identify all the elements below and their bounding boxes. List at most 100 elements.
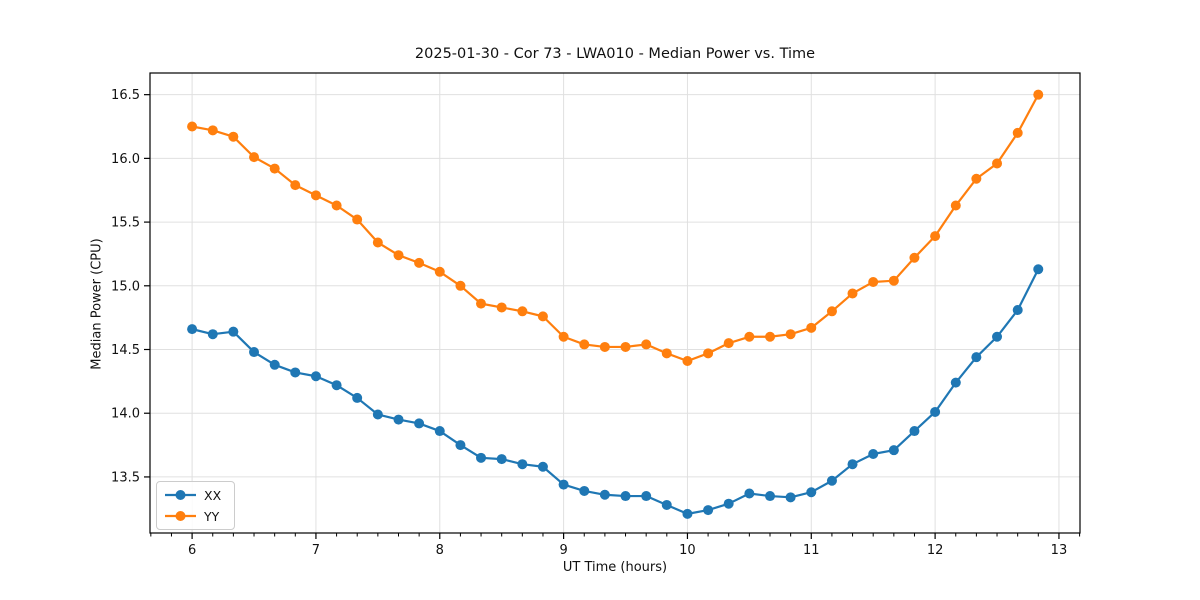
data-point-yy — [682, 355, 693, 366]
data-point-yy — [269, 163, 280, 174]
data-point-yy — [992, 158, 1003, 169]
data-point-yy — [1033, 89, 1044, 100]
y-axis-label: Median Power (CPU) — [89, 238, 105, 370]
data-point-yy — [703, 348, 714, 359]
y-tick-label: 14.0 — [111, 407, 140, 422]
x-tick-label: 10 — [679, 543, 696, 558]
data-point-yy — [414, 257, 425, 268]
data-point-yy — [228, 131, 239, 142]
data-point-yy — [331, 200, 342, 211]
data-point-yy — [434, 266, 445, 277]
data-point-xx — [1033, 264, 1044, 275]
data-point-xx — [785, 492, 796, 503]
data-point-yy — [868, 276, 879, 287]
series-line-yy — [191, 93, 1040, 363]
y-tick-label: 16.5 — [111, 88, 140, 103]
data-point-yy — [888, 275, 899, 286]
data-point-yy — [599, 341, 610, 352]
data-point-xx — [682, 508, 693, 519]
data-point-xx — [661, 499, 672, 510]
data-point-xx — [269, 359, 280, 370]
data-point-yy — [249, 152, 260, 163]
data-point-xx — [393, 414, 404, 425]
data-point-xx — [847, 459, 858, 470]
data-point-xx — [723, 498, 734, 509]
chart-title: 2025-01-30 - Cor 73 - LWA010 - Median Po… — [414, 46, 816, 62]
data-point-xx — [992, 331, 1003, 342]
data-point-xx — [372, 409, 383, 420]
data-point-yy — [517, 306, 528, 317]
data-point-yy — [310, 190, 321, 201]
data-point-yy — [1012, 127, 1023, 138]
data-point-xx — [806, 487, 817, 498]
data-point-yy — [723, 338, 734, 349]
y-tick-label: 15.5 — [111, 216, 140, 231]
x-tick-label: 9 — [559, 543, 567, 558]
data-point-yy — [847, 288, 858, 299]
data-point-xx — [496, 454, 507, 465]
data-point-yy — [785, 329, 796, 340]
data-point-yy — [207, 125, 218, 136]
data-point-xx — [868, 448, 879, 459]
plot-border — [149, 72, 1081, 534]
data-point-yy — [537, 311, 548, 322]
data-point-xx — [744, 488, 755, 499]
data-point-xx — [310, 371, 321, 382]
data-point-yy — [641, 339, 652, 350]
data-point-xx — [971, 352, 982, 363]
data-point-yy — [661, 348, 672, 359]
legend-label-yy: YY — [204, 508, 220, 524]
data-point-xx — [207, 329, 218, 340]
data-point-xx — [909, 426, 920, 437]
y-tick-label: 13.5 — [111, 470, 140, 485]
data-point-yy — [455, 280, 466, 291]
legend-sample-yy-icon — [165, 511, 196, 521]
data-point-yy — [950, 200, 961, 211]
data-point-xx — [703, 505, 714, 516]
data-point-yy — [620, 341, 631, 352]
data-point-xx — [950, 377, 961, 388]
data-point-xx — [249, 347, 260, 358]
data-point-xx — [599, 489, 610, 500]
y-tick-label: 14.5 — [111, 343, 140, 358]
data-point-yy — [476, 298, 487, 309]
x-tick-label: 8 — [436, 543, 444, 558]
data-point-yy — [806, 322, 817, 333]
data-point-xx — [414, 418, 425, 429]
legend: XX YY — [156, 481, 235, 530]
data-point-yy — [579, 339, 590, 350]
data-point-xx — [930, 406, 941, 417]
data-point-yy — [765, 331, 776, 342]
x-tick-label: 6 — [188, 543, 196, 558]
y-tick-label: 16.0 — [111, 152, 140, 167]
data-point-xx — [228, 326, 239, 337]
data-point-xx — [187, 324, 198, 335]
data-point-xx — [641, 491, 652, 502]
data-point-xx — [826, 475, 837, 486]
x-tick-label: 11 — [803, 543, 820, 558]
data-point-xx — [455, 440, 466, 451]
data-point-yy — [496, 302, 507, 313]
data-point-xx — [579, 485, 590, 496]
data-point-yy — [290, 180, 301, 191]
data-point-xx — [331, 380, 342, 391]
data-point-xx — [537, 461, 548, 472]
data-point-yy — [744, 331, 755, 342]
data-point-yy — [187, 121, 198, 132]
data-point-yy — [352, 214, 363, 225]
data-point-xx — [888, 445, 899, 456]
y-tick-label: 15.0 — [111, 279, 140, 294]
legend-item-yy: YY — [164, 507, 226, 525]
data-point-yy — [826, 306, 837, 317]
x-axis-label: UT Time (hours) — [562, 560, 668, 575]
data-point-xx — [765, 491, 776, 502]
data-point-xx — [558, 479, 569, 490]
data-point-xx — [517, 459, 528, 470]
legend-item-xx: XX — [164, 486, 226, 504]
x-tick-label: 12 — [927, 543, 944, 558]
data-point-yy — [558, 331, 569, 342]
data-point-xx — [434, 426, 445, 437]
data-point-yy — [909, 252, 920, 263]
